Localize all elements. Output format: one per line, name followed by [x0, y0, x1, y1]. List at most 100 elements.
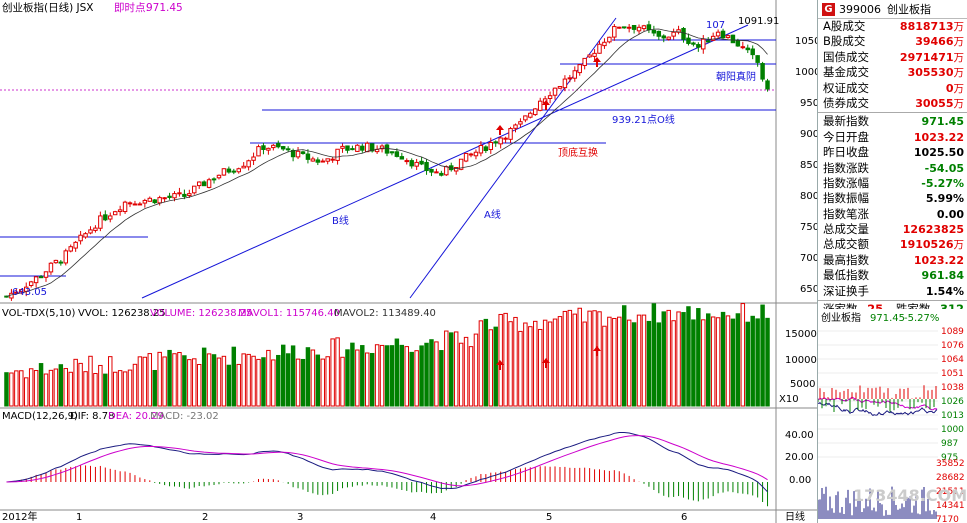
volume-bar	[330, 338, 335, 407]
candle-body	[330, 158, 335, 161]
volume-bar	[651, 303, 657, 407]
quote-row: B股成交 39466万	[818, 34, 967, 49]
candle-body	[147, 197, 153, 202]
quote-row: 基金成交 305530万	[818, 65, 967, 80]
candle-body	[196, 181, 202, 187]
candle-body	[715, 31, 721, 37]
volume-bar	[513, 316, 518, 407]
candle-body	[177, 192, 182, 195]
candle-body	[172, 193, 177, 199]
volume-bar	[582, 321, 587, 407]
candle-body	[701, 38, 706, 50]
quote-row: 深证换手 1.54%	[818, 284, 967, 299]
price-tick: 900	[800, 129, 817, 140]
volume-bar	[621, 305, 627, 407]
candle-body	[414, 161, 419, 167]
candle-body	[53, 259, 59, 264]
volume-bar	[295, 358, 301, 407]
volume-bar	[750, 315, 755, 407]
candle-body	[241, 165, 246, 169]
candle-body	[587, 54, 592, 58]
volume-bar	[201, 347, 207, 407]
volume-bar	[701, 319, 706, 407]
price-tick: 800	[800, 191, 817, 202]
volume-bar	[290, 345, 296, 407]
volume-bar	[641, 314, 647, 407]
candle-body	[582, 57, 587, 67]
kline-chart[interactable]: 1050 1000 950 900 850 800 750 700 650 15…	[0, 0, 817, 523]
volume-bar	[53, 368, 59, 407]
volume-bar	[547, 321, 553, 407]
candle-body	[73, 241, 78, 249]
volume-bar	[340, 356, 345, 407]
candle-body	[167, 195, 172, 198]
row-value: -54.05	[924, 161, 964, 175]
volume-bar	[518, 330, 523, 407]
volume-bar	[478, 320, 484, 407]
volume-bar	[83, 371, 88, 407]
candle-body	[735, 40, 741, 47]
row-value: 305530万	[907, 66, 964, 80]
candle-body	[434, 171, 439, 174]
mavol2-label: MAVOL2: 113489.40	[334, 308, 436, 319]
candle-body	[365, 142, 370, 153]
candle-body	[127, 202, 133, 205]
candle-body	[48, 262, 54, 273]
volume-bar	[730, 318, 736, 407]
volume-bar	[241, 353, 246, 407]
volume-label: VOLUME: 126238.25	[150, 308, 253, 319]
candle-body	[483, 146, 489, 152]
month-label: 2	[202, 512, 208, 523]
volume-bar	[122, 371, 128, 407]
quote-row: 总成交量 12623825	[818, 222, 967, 237]
candle-body	[290, 149, 296, 158]
volume-bar	[577, 307, 582, 407]
volume-bar	[473, 333, 479, 407]
candle-body	[666, 36, 671, 40]
volume-bar	[656, 322, 662, 407]
candle-body	[108, 215, 113, 220]
candle-body	[310, 158, 316, 162]
candle-body	[656, 30, 662, 37]
volume-bar	[681, 312, 686, 407]
candle-body	[567, 77, 573, 80]
candle-body	[389, 151, 395, 154]
volume-bar	[246, 353, 251, 407]
candle-body	[429, 168, 434, 173]
volume-bar	[691, 319, 696, 407]
candle-body	[117, 209, 123, 213]
mini-price-line	[818, 401, 938, 417]
candle-body	[231, 170, 237, 173]
row-value: 961.84	[921, 269, 964, 283]
candle-body	[597, 43, 602, 54]
volume-bar	[631, 322, 637, 407]
candle-body	[710, 35, 716, 41]
candle-body	[246, 160, 251, 168]
volume-bar	[300, 358, 306, 407]
price-tick: 1000	[795, 67, 817, 78]
volume-bar	[24, 377, 29, 407]
volume-bar	[9, 372, 14, 407]
volume-bar	[463, 336, 469, 407]
candle-body	[360, 145, 365, 151]
volume-bar	[360, 345, 365, 407]
month-label: 3	[297, 512, 303, 523]
quote-row: 债券成交 30055万	[818, 96, 967, 111]
candle-body	[305, 153, 311, 160]
volume-bar	[236, 363, 241, 407]
volume-bar	[226, 364, 232, 407]
volume-bar	[251, 355, 256, 407]
candle-body	[122, 201, 128, 213]
mini-intraday-chart[interactable]: 创业板指 971.45 -5.27% 1089 1076 1064 1051 1038 1…	[818, 309, 967, 523]
quote-row: 今日开盘 1023.22	[818, 130, 967, 145]
macd-tick: 20.00	[785, 452, 814, 463]
vol-tick: 15000	[785, 329, 817, 340]
up-arrow-icon	[593, 346, 601, 356]
volume-bar	[552, 318, 558, 407]
candle-body	[325, 158, 330, 162]
volume-bar	[419, 345, 424, 407]
volume-bar	[468, 346, 474, 407]
quote-row: 总成交额 1910526万	[818, 237, 967, 252]
volume-bar	[325, 356, 330, 407]
candle-body	[503, 137, 508, 140]
